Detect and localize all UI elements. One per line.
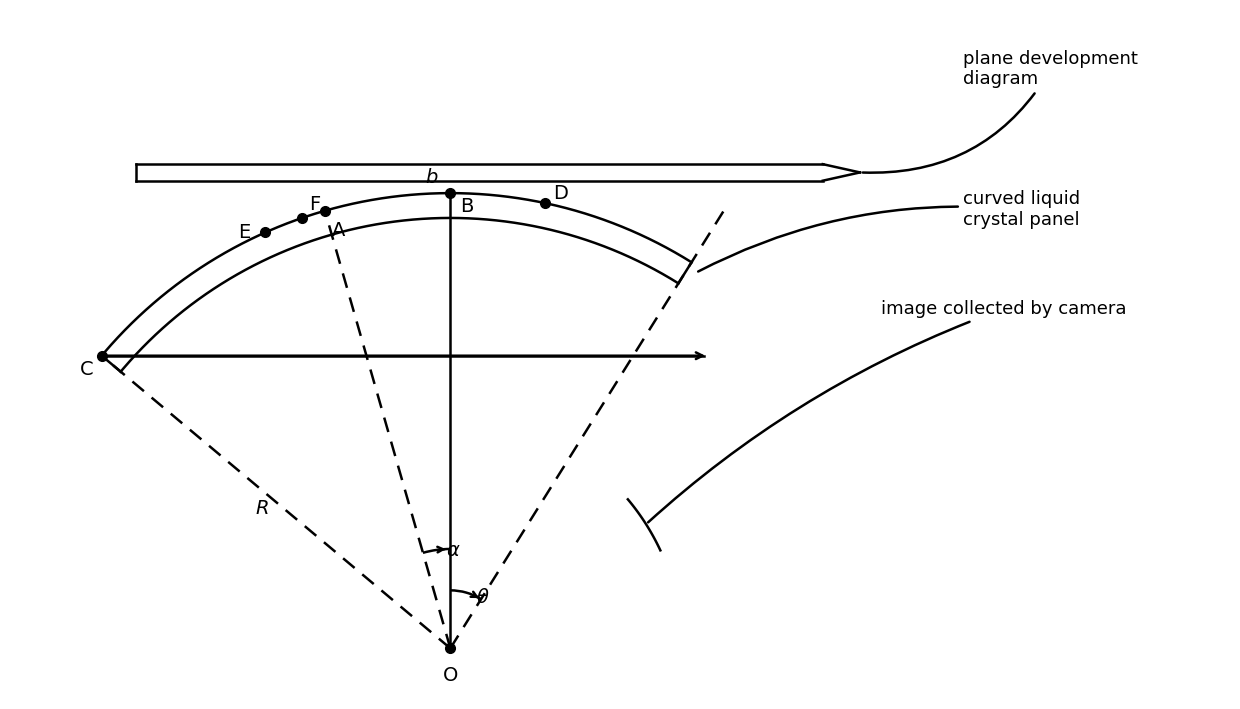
Text: $\theta$: $\theta$ bbox=[476, 588, 489, 606]
Text: image collected by camera: image collected by camera bbox=[649, 300, 1126, 523]
Text: C: C bbox=[79, 360, 93, 379]
Text: F: F bbox=[309, 195, 320, 214]
Text: curved liquid
crystal panel: curved liquid crystal panel bbox=[698, 190, 1080, 272]
Text: b: b bbox=[425, 167, 438, 186]
Text: R: R bbox=[255, 499, 269, 518]
Text: B: B bbox=[460, 197, 474, 216]
Text: E: E bbox=[238, 223, 250, 242]
Text: plane development
diagram: plane development diagram bbox=[863, 50, 1138, 173]
Text: A: A bbox=[331, 220, 345, 240]
Text: D: D bbox=[553, 184, 568, 203]
Text: $\alpha$: $\alpha$ bbox=[445, 541, 460, 560]
Text: O: O bbox=[443, 666, 458, 686]
